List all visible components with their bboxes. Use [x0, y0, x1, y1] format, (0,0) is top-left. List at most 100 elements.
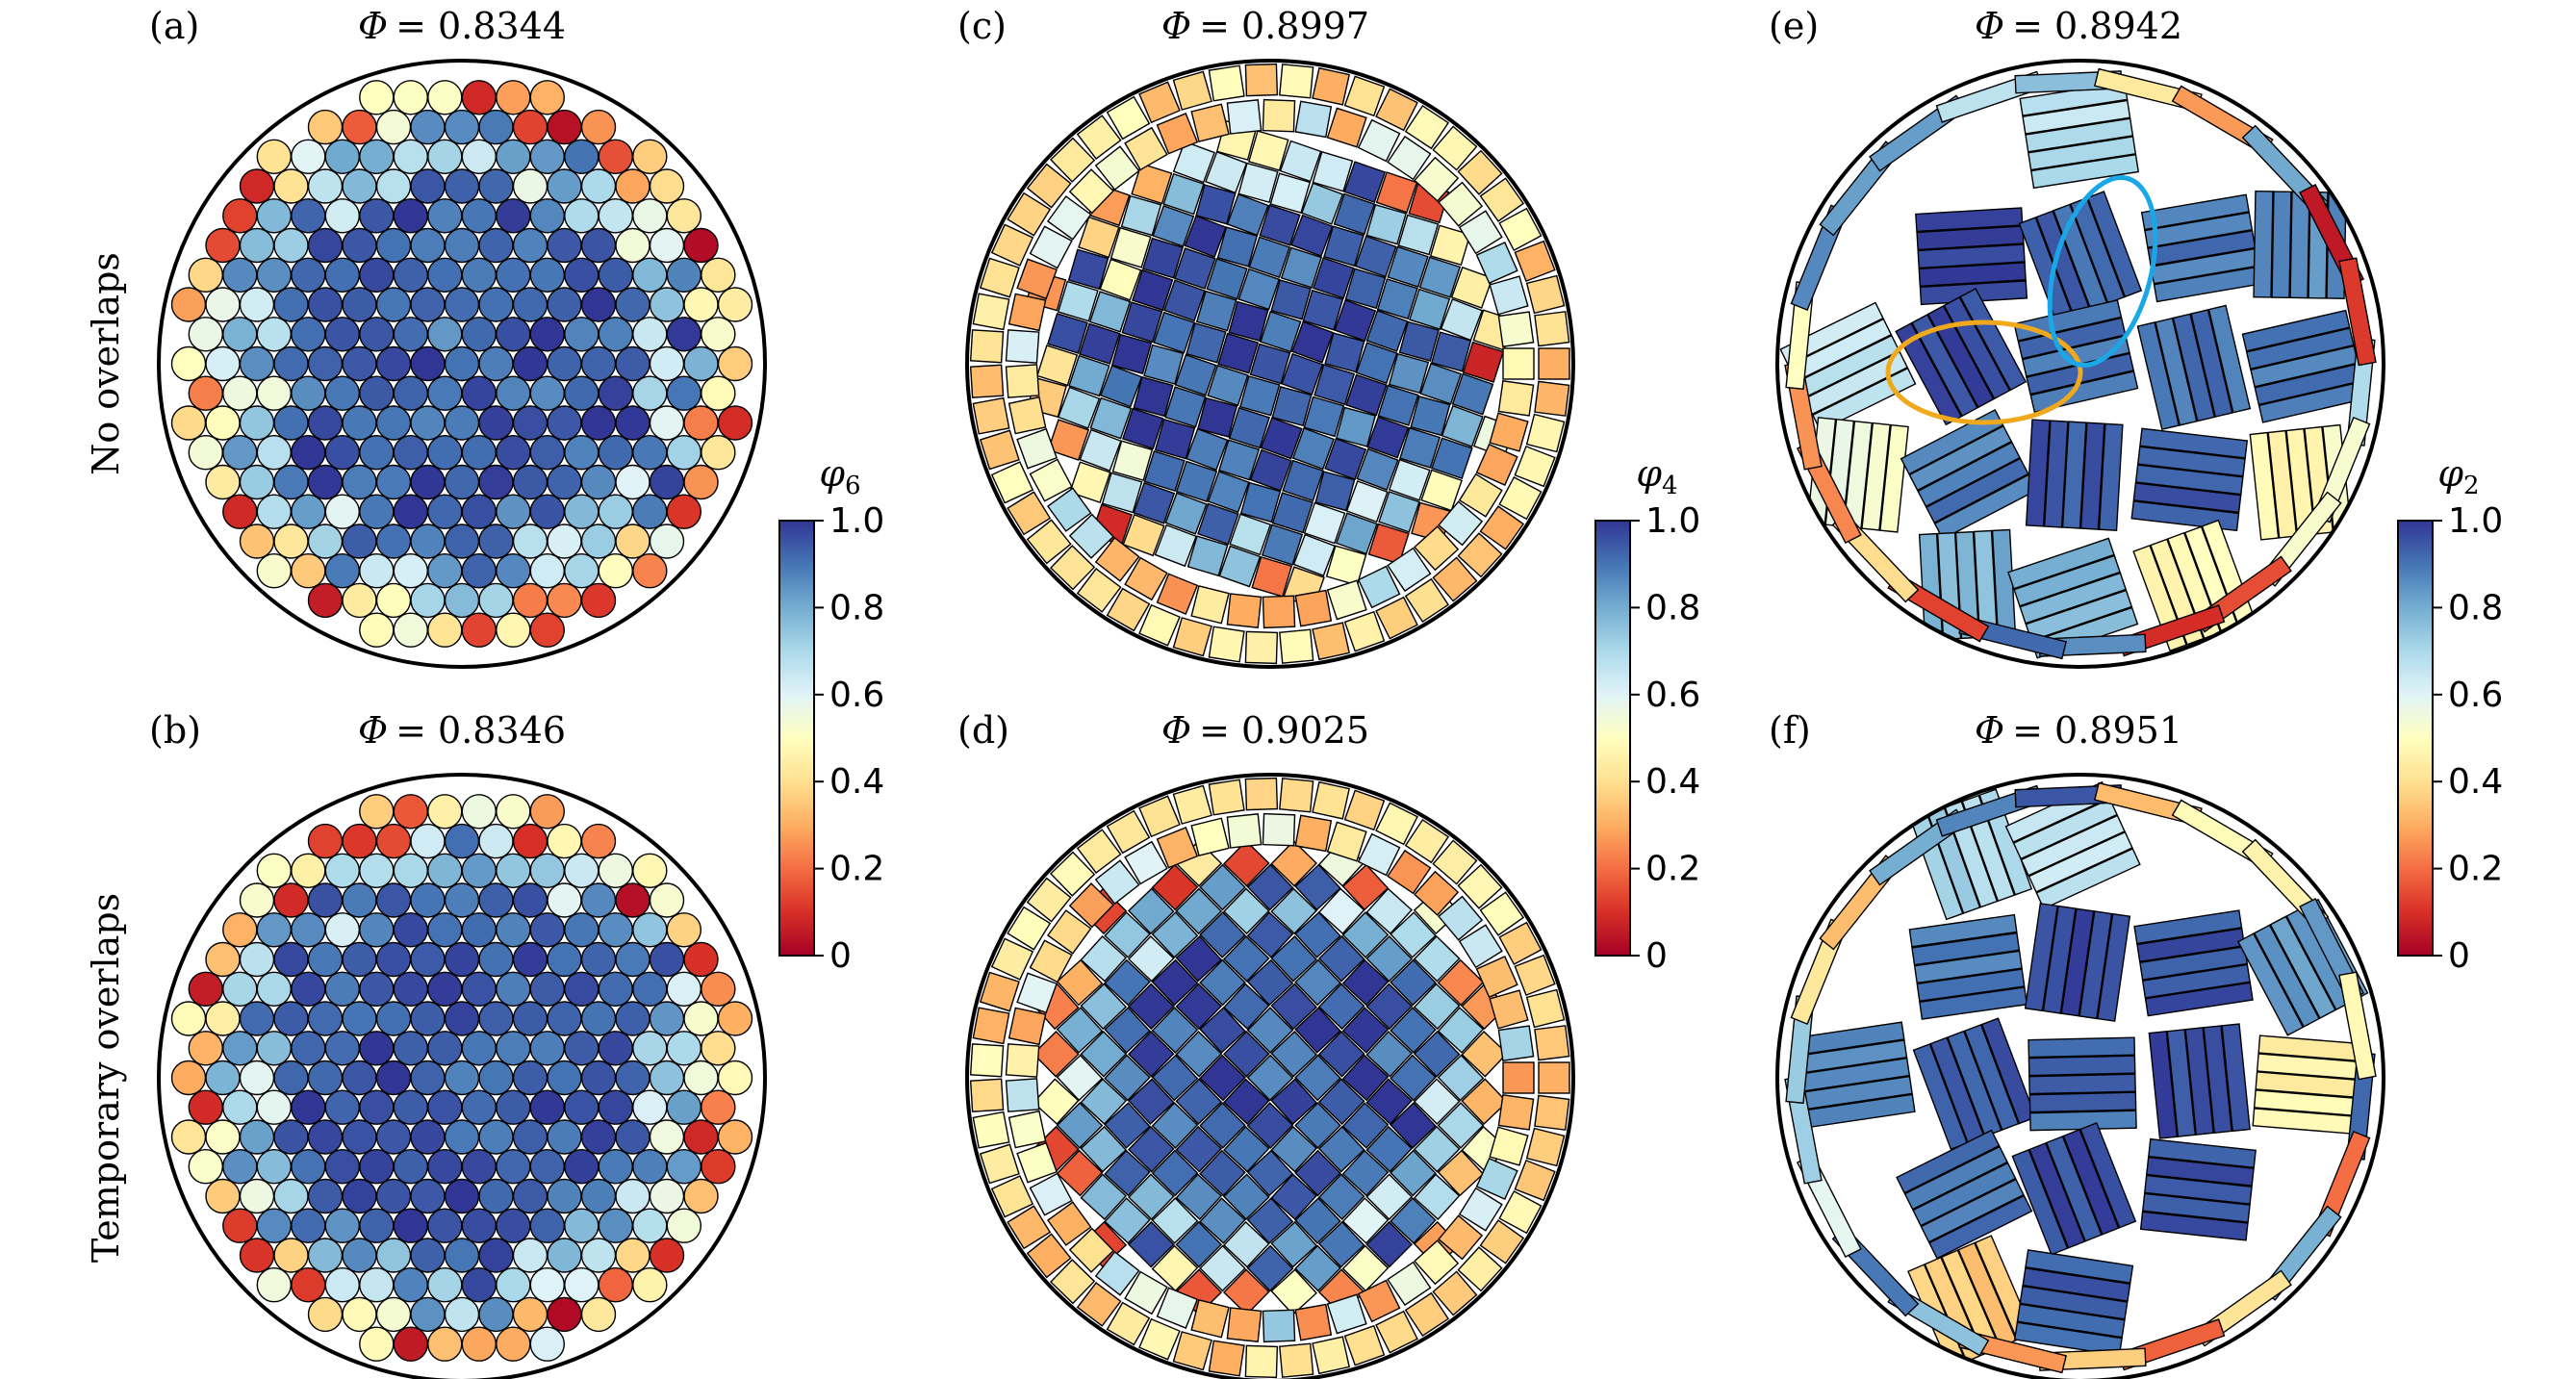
disk-particle	[512, 1119, 548, 1155]
disk-particle	[427, 1148, 463, 1185]
disk-particle	[701, 257, 736, 293]
disk-particle	[496, 612, 531, 648]
square-particle	[1498, 207, 1543, 252]
square-particle	[1047, 419, 1090, 461]
square-particle	[1068, 882, 1115, 929]
rod-particle	[2028, 1055, 2136, 1077]
disk-particle	[256, 1148, 292, 1185]
disk-particle	[239, 882, 275, 918]
disk-particle	[529, 612, 565, 648]
square-particle	[1294, 1244, 1341, 1292]
panel-title: Φ = 0.8344	[358, 5, 566, 47]
square-particle	[1138, 795, 1181, 838]
rod-particle	[1912, 1162, 2017, 1227]
square-particle	[1190, 103, 1230, 142]
disk-particle	[615, 1001, 650, 1036]
disk-particle	[291, 971, 326, 1008]
square-particle	[1502, 347, 1535, 380]
disk-particle	[239, 1119, 275, 1155]
disk-particle	[496, 80, 531, 115]
disk-particle	[649, 524, 685, 559]
disk-particle	[324, 971, 360, 1008]
square-particle	[1222, 983, 1270, 1031]
square-particle	[1162, 172, 1205, 216]
rod-particle	[2016, 1303, 2126, 1339]
square-particle	[1226, 813, 1262, 849]
square-particle	[1365, 1125, 1414, 1173]
square-particle	[1326, 579, 1367, 621]
square-particle	[1343, 1324, 1386, 1366]
disk-particle	[478, 882, 514, 918]
disk-particle	[256, 375, 292, 411]
disk-particle	[393, 317, 428, 352]
panel-label: (d)	[957, 709, 1009, 752]
disk-particle	[649, 345, 685, 382]
disk-particle	[478, 168, 514, 204]
title-symbol: Φ	[358, 709, 388, 752]
disk-particle	[580, 168, 617, 204]
colorbar-title: φ6	[819, 452, 860, 500]
disk-particle	[393, 1208, 428, 1243]
rod-particle	[2042, 905, 2077, 1014]
square-particle	[1248, 236, 1291, 279]
disk-particle	[307, 345, 344, 382]
disk-particle	[529, 553, 565, 589]
square-particle	[1270, 1268, 1317, 1315]
disk-particle	[359, 1326, 395, 1362]
disk-particle	[256, 435, 292, 471]
disk-particle	[239, 941, 275, 978]
square-particle	[1357, 118, 1401, 163]
square-particle	[1489, 412, 1529, 452]
colorbar-tick-label: 0.8	[829, 588, 884, 627]
disk-particle	[444, 345, 480, 382]
square-particle	[1262, 98, 1296, 133]
square-particle	[1440, 297, 1484, 342]
disk-particle	[222, 375, 258, 411]
container-wall	[965, 773, 1575, 1379]
square-particle	[1172, 1331, 1212, 1371]
square-particle	[1238, 375, 1281, 417]
square-particle	[1222, 1125, 1270, 1173]
square-particle	[1271, 386, 1313, 427]
square-particle	[1300, 182, 1344, 225]
square-particle	[1175, 1078, 1223, 1126]
rod-particle	[2025, 117, 2134, 153]
square-particle	[1076, 829, 1122, 874]
square-particle	[1246, 1244, 1294, 1292]
rod-particle	[2061, 421, 2087, 529]
square-particle	[1199, 1007, 1246, 1054]
disk-particle	[291, 853, 326, 888]
disk-particle	[529, 139, 565, 175]
square-particle	[1226, 1307, 1262, 1342]
disk-particle	[529, 317, 565, 352]
disk-particle	[410, 464, 446, 500]
square-particle	[1199, 911, 1246, 958]
disk-particle	[496, 1089, 531, 1125]
disk-particle	[273, 405, 309, 441]
disk-particle	[649, 1178, 685, 1214]
disk-particle	[461, 612, 497, 648]
square-particle	[1458, 472, 1503, 518]
square-particle	[1106, 587, 1151, 632]
disk-particle	[239, 168, 275, 204]
panel-title: Φ = 0.8346	[358, 709, 566, 752]
disk-particle	[324, 1208, 360, 1243]
square-particle	[1175, 460, 1218, 503]
square-particle	[1104, 911, 1151, 958]
square-particle	[979, 429, 1020, 471]
disk-particle	[375, 882, 412, 918]
disk-particle	[393, 794, 428, 830]
disk-particle	[461, 553, 497, 589]
colorbar-tick-label: 0	[829, 936, 852, 976]
disk-particle	[342, 1060, 377, 1096]
square-particle	[1138, 1317, 1181, 1361]
disk-particle	[205, 1060, 241, 1096]
disk-particle	[256, 853, 292, 888]
square-particle	[1414, 525, 1460, 572]
rod-particle	[2136, 446, 2246, 477]
square-particle	[1121, 301, 1163, 344]
disk-particle	[307, 582, 344, 619]
square-particle	[1226, 99, 1262, 135]
disk-particle	[461, 1031, 497, 1066]
rod-particle	[1917, 243, 2026, 269]
